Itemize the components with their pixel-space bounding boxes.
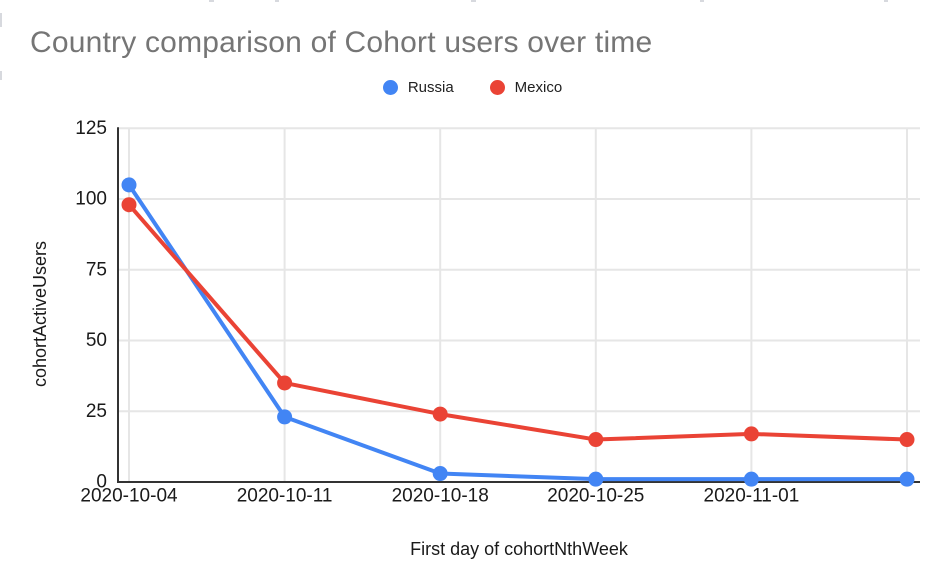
legend-label-russia: Russia bbox=[407, 79, 454, 96]
legend-item-mexico: Mexico bbox=[489, 79, 563, 96]
chart-legend: Russia Mexico bbox=[0, 79, 945, 96]
cropped-text-artifact bbox=[0, 71, 2, 80]
y-tick-label: 50 bbox=[86, 330, 107, 351]
x-tick-label: 2020-11-01 bbox=[704, 486, 800, 507]
x-tick-label: 2020-10-25 bbox=[547, 486, 644, 507]
cropped-text-artifact bbox=[209, 0, 214, 2]
x-tick-label: 2020-10-11 bbox=[237, 486, 333, 507]
y-tick-label: 25 bbox=[86, 401, 107, 422]
x-tick-label: 2020-10-18 bbox=[392, 486, 489, 507]
mexico-series-point bbox=[588, 432, 604, 448]
x-axis-title: First day of cohortNthWeek bbox=[410, 539, 628, 559]
mexico-series-point bbox=[899, 432, 915, 448]
cropped-text-artifact bbox=[884, 0, 888, 2]
y-axis-title: cohortActiveUsers bbox=[30, 240, 50, 387]
russia-series-point bbox=[899, 471, 915, 487]
mexico-series-point bbox=[743, 426, 759, 442]
y-tick-label: 75 bbox=[86, 259, 107, 280]
russia-series-point bbox=[277, 409, 293, 425]
y-tick-label: 0 bbox=[96, 472, 107, 493]
cropped-text-artifact bbox=[275, 0, 279, 2]
cropped-text-artifact bbox=[700, 0, 704, 2]
cropped-text-artifact bbox=[471, 0, 476, 2]
russia-series-point bbox=[121, 177, 137, 193]
russia-series-swatch-icon bbox=[382, 80, 398, 95]
cropped-text-artifact bbox=[0, 13, 2, 27]
y-tick-label: 100 bbox=[75, 189, 107, 210]
mexico-series-point bbox=[277, 375, 293, 391]
mexico-series-swatch-icon bbox=[489, 80, 505, 95]
russia-series-point bbox=[743, 471, 759, 487]
x-tick-label: 2020-10-04 bbox=[80, 486, 178, 507]
mexico-series-point bbox=[432, 406, 448, 422]
mexico-series-point bbox=[121, 197, 137, 213]
russia-series-line bbox=[127, 182, 909, 482]
mexico-series-line bbox=[127, 202, 909, 442]
y-tick-label: 125 bbox=[75, 118, 107, 139]
chart-title: Country comparison of Cohort users over … bbox=[30, 26, 653, 59]
russia-series-point bbox=[432, 466, 448, 482]
legend-label-mexico: Mexico bbox=[514, 79, 563, 96]
russia-series-point bbox=[588, 471, 604, 487]
legend-item-russia: Russia bbox=[382, 79, 454, 96]
